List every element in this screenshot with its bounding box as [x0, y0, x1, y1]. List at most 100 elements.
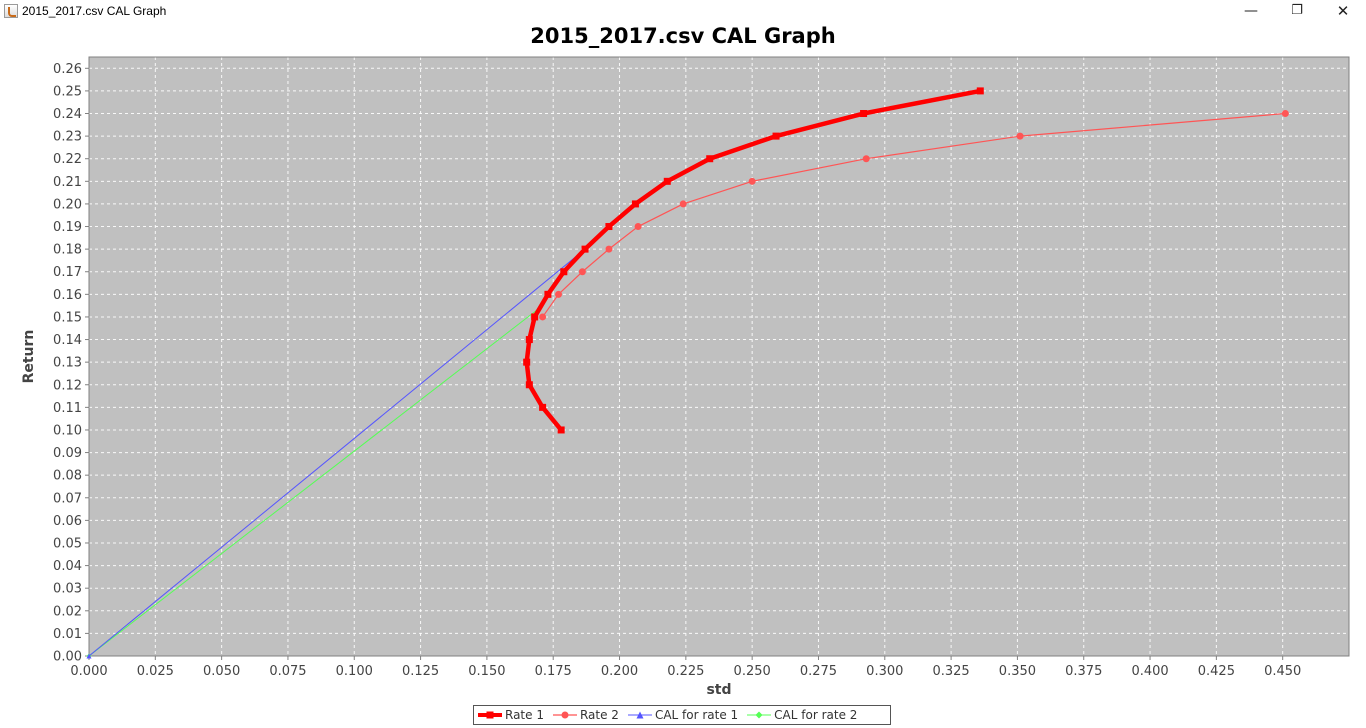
y-tick-label: 0.20 [53, 197, 82, 212]
y-tick-label: 0.16 [53, 288, 82, 303]
legend-item: Rate 1 [477, 708, 544, 722]
legend-swatch [552, 711, 577, 719]
data-point [555, 290, 563, 298]
legend-item: CAL for rate 2 [746, 708, 857, 722]
y-tick-label: 0.10 [53, 423, 82, 438]
x-tick-label: 0.025 [137, 664, 174, 679]
data-point [663, 177, 671, 185]
series-1 [539, 110, 1289, 321]
series-2 [86, 248, 586, 659]
y-tick-label: 0.04 [53, 559, 82, 574]
window-title: 2015_2017.csv CAL Graph [22, 4, 167, 18]
plot-area [89, 57, 1349, 656]
data-point [560, 268, 568, 276]
data-point [525, 336, 533, 344]
window-titlebar: 2015_2017.csv CAL Graph — ❐ ✕ [0, 0, 1366, 24]
x-tick-label: 0.350 [999, 664, 1036, 679]
data-point [578, 268, 586, 276]
data-point [605, 223, 613, 231]
x-tick-label: 0.250 [734, 664, 771, 679]
legend-marker [486, 711, 494, 719]
y-tick-label: 0.02 [53, 604, 82, 619]
y-tick-label: 0.24 [53, 107, 82, 122]
data-point [525, 381, 533, 389]
series-line [88, 305, 543, 657]
legend-marker [561, 711, 569, 719]
x-tick-label: 0.050 [203, 664, 240, 679]
y-tick-label: 0.25 [53, 84, 82, 99]
y-tick-label: 0.05 [53, 536, 82, 551]
chart-title: 2015_2017.csv CAL Graph [530, 24, 835, 48]
x-tick-label: 0.375 [1065, 664, 1102, 679]
y-axis-label: Return [21, 330, 37, 384]
legend-label: Rate 2 [579, 708, 619, 722]
y-tick-label: 0.23 [53, 130, 82, 145]
series-layer [86, 87, 1289, 659]
x-tick-label: 0.075 [269, 664, 306, 679]
y-tick-label: 0.17 [53, 265, 82, 280]
data-point [581, 245, 589, 253]
legend-label: CAL for rate 1 [654, 708, 739, 722]
legend-item: CAL for rate 1 [627, 708, 738, 722]
x-tick-label: 0.425 [1198, 664, 1235, 679]
data-point [706, 155, 714, 163]
data-point [86, 653, 92, 659]
y-tick-label: 0.09 [53, 446, 82, 461]
x-tick-label: 0.100 [336, 664, 373, 679]
x-tick-label: 0.450 [1264, 664, 1301, 679]
legend-swatch [627, 711, 652, 719]
data-point [1016, 132, 1024, 140]
series-0 [523, 87, 984, 434]
data-point [634, 223, 642, 231]
data-point [748, 177, 756, 185]
data-point [605, 245, 613, 253]
y-tick-label: 0.12 [53, 378, 82, 393]
data-point [557, 426, 565, 434]
y-tick-label: 0.22 [53, 152, 82, 167]
x-tick-label: 0.150 [468, 664, 505, 679]
x-tick-label: 0.175 [535, 664, 572, 679]
legend-label: Rate 1 [505, 708, 544, 722]
data-point [772, 132, 780, 140]
data-point [544, 290, 552, 298]
y-tick-label: 0.14 [53, 333, 82, 348]
y-tick-label: 0.03 [53, 582, 82, 597]
y-tick-label: 0.13 [53, 356, 82, 371]
plot-border [88, 56, 1350, 657]
x-tick-label: 0.200 [601, 664, 638, 679]
y-tick-label: 0.07 [53, 491, 82, 506]
y-tick-label: 0.08 [53, 469, 82, 484]
minimize-button[interactable]: — [1244, 3, 1258, 19]
data-point [539, 403, 547, 411]
legend-swatch [747, 711, 772, 719]
data-point [976, 87, 984, 95]
close-button[interactable]: ✕ [1336, 2, 1350, 20]
chart-legend: Rate 1 Rate 2 CAL for rate 1 CAL for rate 2 [473, 705, 891, 725]
data-point [539, 313, 547, 321]
legend-marker [755, 711, 763, 719]
cal-chart: 2015_2017.csv CAL Graph 0.00 0.01 0.02 0.03… [21, 24, 1350, 698]
x-tick-label: 0.400 [1131, 664, 1168, 679]
series-line [524, 88, 981, 432]
series-line [88, 248, 586, 657]
y-tick-label: 0.19 [53, 220, 82, 235]
legend-item: Rate 2 [552, 708, 619, 722]
y-tick-label: 0.26 [53, 62, 82, 77]
restore-button[interactable]: ❐ [1291, 3, 1303, 18]
x-tick-label: 0.225 [667, 664, 704, 679]
data-point [679, 200, 687, 208]
java-app-icon [4, 4, 18, 18]
y-tick-label: 0.11 [53, 401, 82, 416]
y-tick-label: 0.01 [53, 627, 82, 642]
data-point [1281, 110, 1289, 118]
legend-label: CAL for rate 2 [774, 708, 858, 722]
data-point [531, 313, 539, 321]
axes: 0.00 0.01 0.02 0.03 0.04 0.05 0.06 0.07 0.08 0.09… [53, 56, 1350, 679]
grid [88, 57, 1349, 657]
legend-swatch [478, 711, 502, 719]
y-tick-label: 0.21 [53, 175, 82, 190]
x-tick-label: 0.125 [402, 664, 439, 679]
data-point [523, 358, 531, 366]
x-tick-label: 0.000 [70, 664, 107, 679]
data-point [631, 200, 639, 208]
